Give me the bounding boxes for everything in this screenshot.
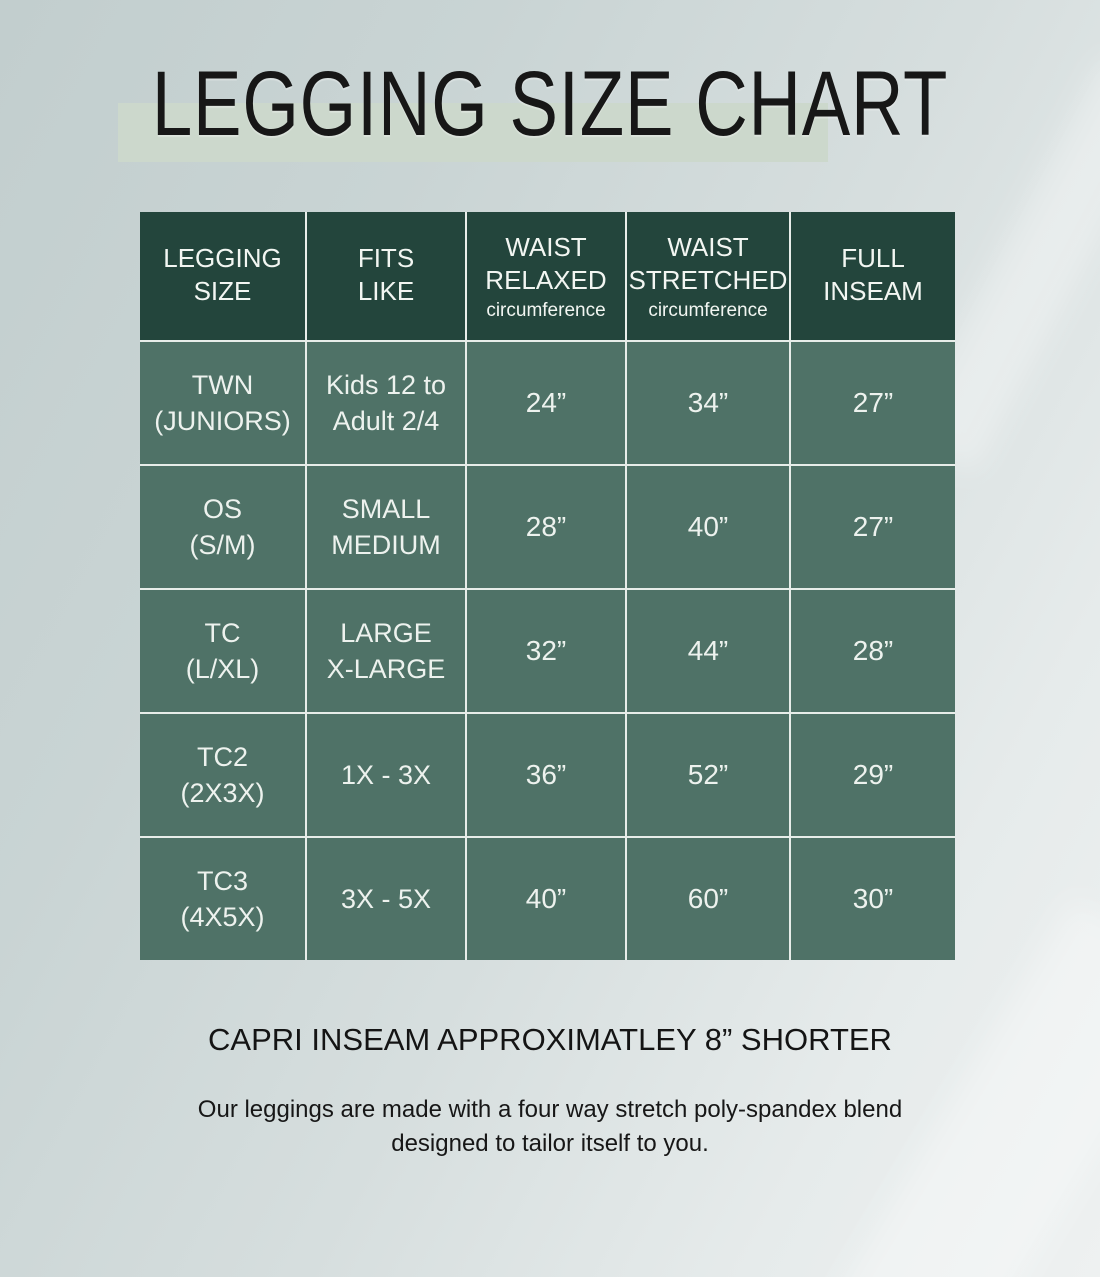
- header-label: WAIST: [505, 231, 587, 262]
- cell-fits-like: SMALL MEDIUM: [307, 466, 465, 588]
- cell-line: (L/XL): [185, 654, 260, 684]
- cell-value: 24”: [525, 387, 567, 418]
- cell-legging-size: TWN (JUNIORS): [140, 342, 305, 464]
- cell-value: 44”: [687, 635, 729, 666]
- cell-legging-size: OS (S/M): [140, 466, 305, 588]
- page-title-text: LEGGING SIZE CHART: [151, 53, 949, 155]
- cell-fits-like: 1X - 3X: [307, 714, 465, 836]
- header-sublabel: circumference: [648, 299, 768, 321]
- header-sublabel: circumference: [486, 299, 606, 321]
- title-highlight-band: [118, 103, 828, 162]
- cell-line: LARGE: [340, 618, 432, 648]
- cell-value: 28”: [525, 511, 567, 542]
- cell-line: (4X5X): [180, 902, 265, 932]
- cell-fits-like: Kids 12 to Adult 2/4: [307, 342, 465, 464]
- cell-full-inseam: 27”: [791, 466, 955, 588]
- cell-legging-size: TC (L/XL): [140, 590, 305, 712]
- cell-line: TC2: [196, 742, 248, 772]
- cell-legging-size: TC3 (4X5X): [140, 838, 305, 960]
- cell-line: TC3: [196, 866, 248, 896]
- cell-value: 30”: [852, 883, 894, 914]
- header-cell-legging-size: LEGGING SIZE: [140, 212, 305, 340]
- cell-waist-relaxed: 24”: [467, 342, 625, 464]
- cell-line: Kids 12 to: [325, 370, 447, 400]
- cell-value: 27”: [852, 387, 894, 418]
- cell-waist-stretched: 40”: [627, 466, 789, 588]
- cell-line: (JUNIORS): [154, 406, 291, 436]
- cell-waist-stretched: 60”: [627, 838, 789, 960]
- header-label: WAIST: [667, 231, 749, 262]
- cell-line: TWN: [191, 370, 254, 400]
- cell-waist-stretched: 44”: [627, 590, 789, 712]
- cell-value: 29”: [852, 759, 894, 790]
- cell-line: OS: [202, 494, 242, 524]
- cell-waist-relaxed: 40”: [467, 838, 625, 960]
- header-label: RELAXED: [485, 264, 607, 295]
- cell-waist-stretched: 34”: [627, 342, 789, 464]
- cell-fits-like: LARGE X-LARGE: [307, 590, 465, 712]
- cell-value: 36”: [525, 759, 567, 790]
- header-cell-waist-relaxed: WAIST RELAXED circumference: [467, 212, 625, 340]
- cell-value: 32”: [525, 635, 567, 666]
- header-label: LIKE: [357, 275, 415, 306]
- header-label: FULL: [841, 242, 905, 273]
- header-label: LEGGING: [163, 242, 282, 273]
- cell-waist-relaxed: 32”: [467, 590, 625, 712]
- fabric-description-line2: designed to tailor itself to you.: [391, 1130, 709, 1157]
- cell-waist-relaxed: 28”: [467, 466, 625, 588]
- cell-full-inseam: 29”: [791, 714, 955, 836]
- cell-line: 1X - 3X: [340, 760, 432, 790]
- size-chart-table: LEGGING SIZE FITS LIKE WAIST RELAXED cir…: [140, 212, 955, 960]
- header-cell-waist-stretched: WAIST STRETCHED circumference: [627, 212, 789, 340]
- fabric-description-line1: Our leggings are made with a four way st…: [197, 1096, 903, 1123]
- cell-value: 40”: [525, 883, 567, 914]
- cell-line: X-LARGE: [326, 654, 446, 684]
- cell-line: SMALL: [341, 494, 431, 524]
- cell-full-inseam: 30”: [791, 838, 955, 960]
- cell-value: 60”: [687, 883, 729, 914]
- cell-fits-like: 3X - 5X: [307, 838, 465, 960]
- cell-legging-size: TC2 (2X3X): [140, 714, 305, 836]
- cell-full-inseam: 28”: [791, 590, 955, 712]
- cell-value: 28”: [852, 635, 894, 666]
- capri-inseam-note: CAPRI INSEAM APPROXIMATLEY 8” SHORTER: [208, 1022, 892, 1057]
- header-label: FITS: [357, 242, 415, 273]
- header-cell-fits-like: FITS LIKE: [307, 212, 465, 340]
- cell-line: (S/M): [189, 530, 256, 560]
- header-label: STRETCHED: [628, 264, 788, 295]
- cell-line: 3X - 5X: [340, 884, 432, 914]
- cell-line: TC: [204, 618, 241, 648]
- fabric-description: Our leggings are made with a four way st…: [0, 1093, 1100, 1161]
- cell-value: 27”: [852, 511, 894, 542]
- cell-waist-relaxed: 36”: [467, 714, 625, 836]
- cell-line: (2X3X): [180, 778, 265, 808]
- header-cell-full-inseam: FULL INSEAM: [791, 212, 955, 340]
- cell-full-inseam: 27”: [791, 342, 955, 464]
- cell-value: 34”: [687, 387, 729, 418]
- header-label: INSEAM: [823, 275, 923, 306]
- cell-line: Adult 2/4: [332, 406, 440, 436]
- cell-value: 40”: [687, 511, 729, 542]
- cell-waist-stretched: 52”: [627, 714, 789, 836]
- page-title: LEGGING SIZE CHART: [0, 56, 1100, 152]
- cell-value: 52”: [687, 759, 729, 790]
- header-label: SIZE: [193, 275, 252, 306]
- cell-line: MEDIUM: [331, 530, 441, 560]
